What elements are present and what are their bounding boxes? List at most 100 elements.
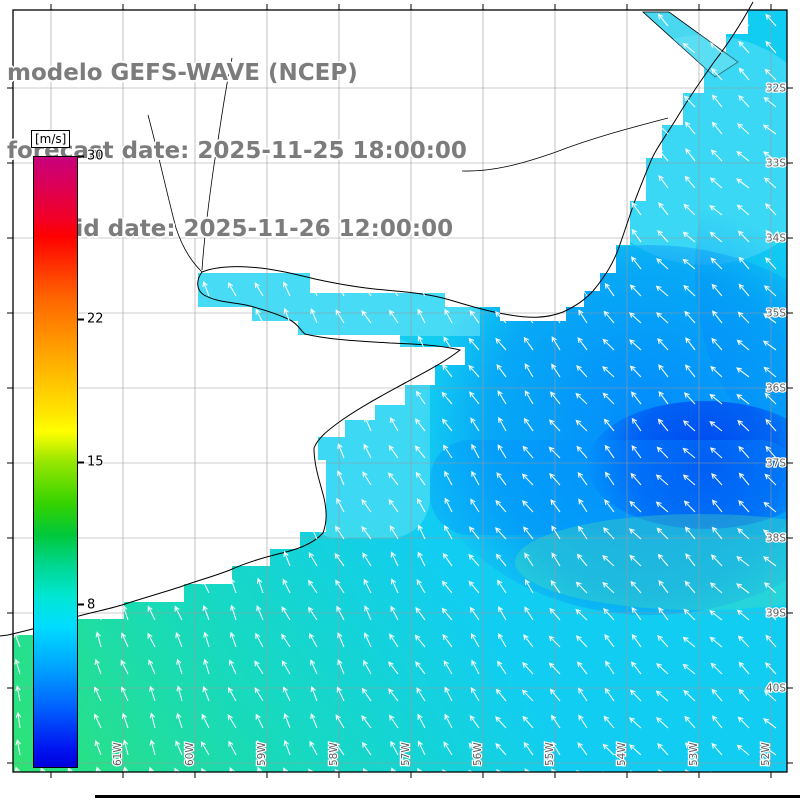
wind-arrow [229,443,237,459]
wind-arrow [388,67,399,81]
wind-arrow [736,744,750,756]
wind-arrow [524,147,534,162]
wind-arrow [442,364,453,378]
wind-arrow [227,714,237,729]
wind-arrow [414,229,426,243]
wind-arrow [388,256,399,270]
wind-arrow [230,388,237,405]
wind-arrow [175,442,183,459]
wind-arrow [523,121,534,135]
wind-arrow [95,415,102,432]
wind-arrow [765,634,777,648]
wind-arrow [685,148,696,162]
wind-arrow [415,66,426,81]
wind-arrow [710,662,723,675]
wind-arrow [14,64,21,81]
wind-arrow [176,712,183,729]
wind-arrow [576,148,588,162]
wind-arrow [230,199,237,216]
wind-arrow [15,306,22,324]
wind-arrow [122,145,129,162]
wind-arrow [390,362,399,378]
wind-arrow [736,178,750,189]
wind-arrow [524,173,534,189]
wind-arrow [283,307,291,324]
wind-arrow [227,498,237,513]
wind-arrow [94,658,102,675]
wind-arrow [551,120,561,135]
wind-arrow [149,523,156,540]
wind-arrow [602,392,615,405]
wind-arrow [93,281,102,297]
wind-arrow [495,337,507,351]
wind-arrow [656,527,669,540]
wind-arrow [578,714,588,729]
wind-arrow [469,201,480,216]
wind-arrow [307,579,318,594]
wind-arrow [709,447,723,459]
dark-blue-core [587,401,787,529]
wind-arrow [390,605,399,621]
wind-arrow [655,69,669,81]
wind-arrow [203,658,210,675]
wind-arrow [174,389,183,405]
wind-arrow [307,174,318,189]
wind-arrow [417,524,426,540]
wind-arrow [95,361,102,378]
wind-arrow [550,579,561,594]
wind-arrow [551,741,561,756]
wind-arrow [709,636,723,648]
wind-arrow [15,334,21,351]
wind-arrow [228,281,237,297]
wind-arrow [683,203,696,216]
wind-arrow [255,416,264,432]
wind-arrow [230,604,237,621]
wind-arrow [68,64,75,81]
wind-arrow [122,577,129,594]
geo-label-layer: 32S33S34S35S36S37S38S39S40S62W61W60W59W5… [39,81,788,767]
wind-arrow [629,770,642,772]
wind-arrow [711,473,723,486]
wind-arrow [308,606,318,621]
wind-arrow [122,388,129,405]
wind-arrow [630,175,642,189]
wind-arrow [763,177,777,189]
wind-arrow [630,256,642,270]
wind-arrow [444,524,453,540]
wind-arrow [414,418,426,432]
wind-arrow [229,10,237,27]
wind-arrow [336,686,345,702]
wind-arrow [175,37,183,54]
wind-arrow [711,499,723,513]
wind-arrow [576,553,588,567]
wind-arrow [468,148,480,162]
wind-arrow [416,687,426,702]
wind-arrow [657,418,669,432]
wind-arrow [361,498,372,513]
wind-arrow [765,229,777,243]
wind-arrow [711,121,723,135]
wind-arrow [122,172,129,189]
wind-arrow [202,10,210,27]
lat-label: 34S [766,233,786,245]
wind-arrow [497,255,507,270]
wind-arrow [175,740,183,756]
wind-arrow [470,93,480,108]
wind-arrow [631,201,642,216]
wind-arrow [361,741,372,756]
wind-arrow [604,634,615,648]
wind-arrow [120,281,129,297]
wind-arrow [281,255,291,270]
wind-arrow [498,416,507,432]
wind-arrow [120,659,129,675]
wind-arrow [202,469,210,486]
lat-label: 35S [766,308,786,320]
wind-arrow [524,390,534,405]
wind-arrow [121,227,129,243]
wind-arrow [765,13,777,27]
wind-arrow [577,741,588,756]
wind-arrow [147,227,156,243]
wind-arrow [470,686,480,702]
wind-arrow [468,337,480,351]
wind-arrow [122,739,129,756]
